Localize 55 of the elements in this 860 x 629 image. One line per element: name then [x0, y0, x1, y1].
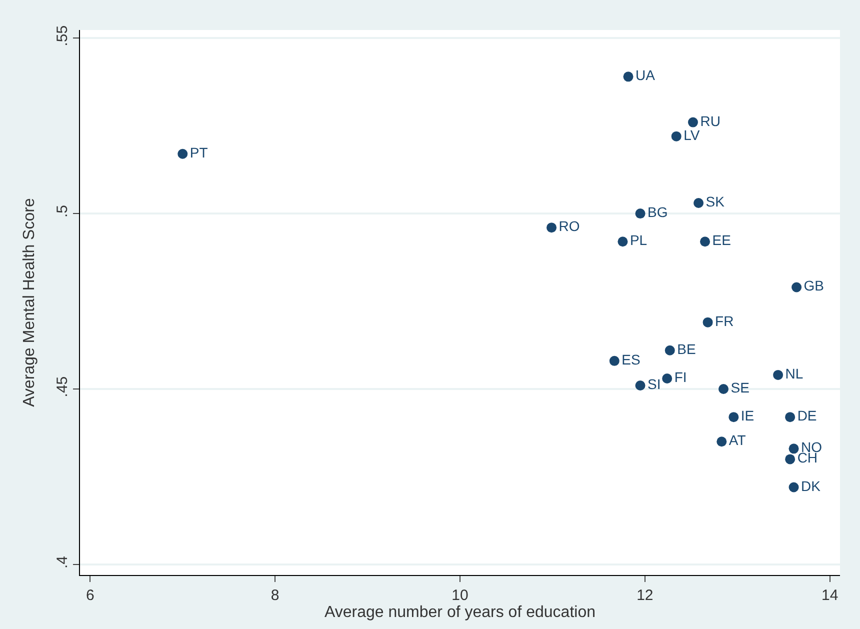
- x-tick-label: 10: [452, 587, 468, 604]
- point: [792, 282, 802, 292]
- point: [788, 444, 799, 454]
- x-tick-label: 6: [86, 587, 94, 604]
- data-label: DK: [801, 478, 822, 494]
- x-axis-title: Average number of years of education: [324, 604, 596, 621]
- y-tick-label: .4: [54, 556, 71, 568]
- point: [694, 198, 704, 208]
- data-label: NL: [785, 365, 804, 382]
- data-label: GB: [804, 278, 824, 294]
- data-label: RO: [558, 218, 580, 234]
- point: [785, 454, 796, 464]
- data-label: SE: [730, 380, 750, 396]
- data-label: RU: [700, 112, 720, 129]
- point: [662, 373, 672, 384]
- data-label: SI: [648, 376, 661, 392]
- data-label: BE: [677, 340, 696, 357]
- y-tick-label: .45: [54, 376, 71, 398]
- y-tick-label: .5: [54, 205, 71, 218]
- data-label: FR: [715, 312, 734, 329]
- point: [728, 412, 739, 422]
- point: [700, 236, 710, 247]
- point: [618, 236, 628, 247]
- data-label: SK: [706, 194, 726, 210]
- y-tick-label: .55: [54, 25, 71, 46]
- data-label: LV: [684, 126, 700, 143]
- point: [178, 148, 188, 159]
- data-label: PT: [190, 144, 208, 160]
- point: [635, 380, 646, 390]
- data-label: PL: [630, 232, 648, 248]
- data-label: DE: [797, 408, 817, 424]
- point: [785, 412, 796, 422]
- point: [773, 370, 784, 380]
- data-label: ES: [622, 351, 640, 368]
- point: [671, 131, 682, 142]
- data-label: BG: [648, 204, 668, 220]
- x-tick-label: 12: [636, 587, 654, 604]
- data-label: EE: [712, 232, 731, 248]
- point: [546, 222, 557, 233]
- point: [623, 72, 634, 82]
- point: [664, 345, 675, 356]
- point: [716, 436, 727, 447]
- y-axis-title: Average Mental Health Score: [20, 198, 38, 407]
- data-label: FI: [674, 368, 687, 385]
- point: [788, 482, 799, 492]
- point: [702, 317, 713, 328]
- data-label: AT: [728, 432, 746, 448]
- point: [635, 208, 646, 219]
- data-label: IE: [740, 408, 754, 424]
- point: [718, 384, 728, 394]
- data-label: UA: [636, 67, 656, 84]
- x-tick-label: 8: [270, 587, 280, 604]
- point: [609, 356, 620, 366]
- point: [688, 117, 698, 128]
- x-tick-label: 14: [821, 587, 838, 604]
